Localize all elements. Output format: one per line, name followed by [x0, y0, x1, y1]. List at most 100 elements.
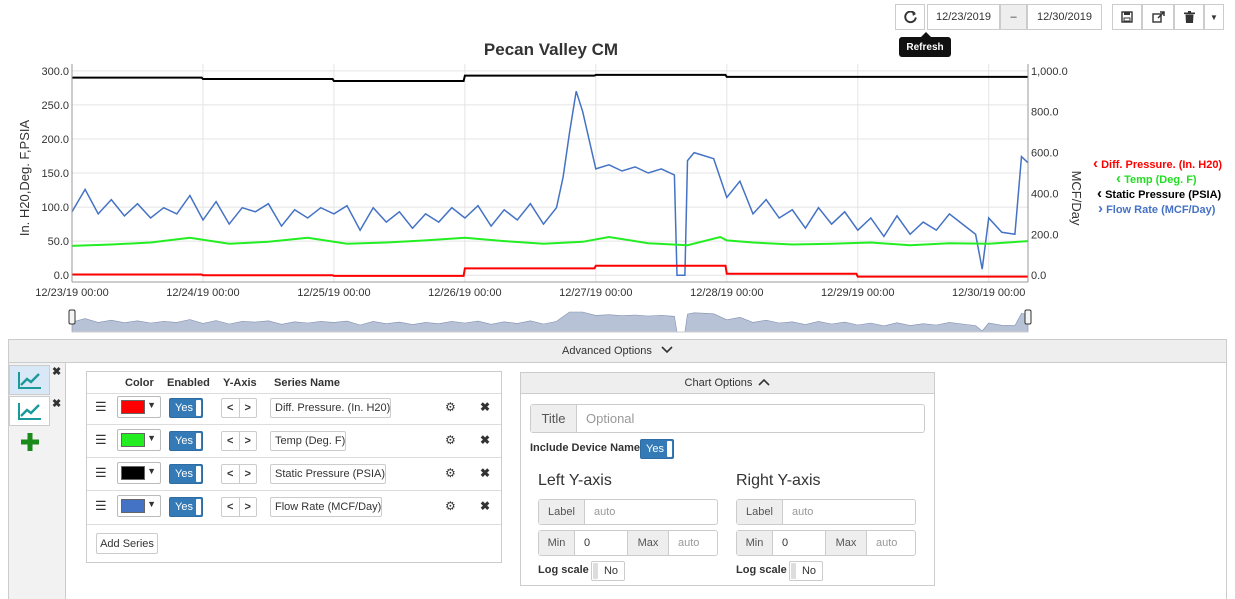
- caret-down-icon: ▼: [147, 499, 156, 509]
- y-tick-label: 300.0: [41, 66, 69, 78]
- y2-tick-label: 200.0: [1031, 229, 1059, 241]
- remove-series-icon[interactable]: ✖: [480, 499, 491, 513]
- chevron-left-icon[interactable]: <: [222, 498, 240, 516]
- yaxis-switch[interactable]: < >: [221, 497, 257, 517]
- yaxis-switch[interactable]: < >: [221, 398, 257, 418]
- gear-icon[interactable]: ⚙: [445, 400, 456, 414]
- left-axis-label-input[interactable]: auto: [594, 506, 616, 518]
- add-chart-button[interactable]: [9, 427, 50, 457]
- drag-handle-icon[interactable]: ☰: [95, 465, 107, 480]
- y2-tick-label: 0.0: [1031, 270, 1046, 282]
- right-axis-label-input[interactable]: auto: [792, 506, 814, 518]
- chart-title-input[interactable]: Optional: [586, 411, 635, 426]
- right-axis-label-group: Label auto: [736, 499, 916, 525]
- navigator-handle[interactable]: [1024, 309, 1032, 325]
- color-picker[interactable]: ▼: [117, 462, 161, 484]
- remove-series-icon[interactable]: ✖: [480, 400, 491, 414]
- yaxis-switch[interactable]: < >: [221, 464, 257, 484]
- color-swatch: [121, 433, 145, 447]
- chart-grid: [71, 64, 1028, 282]
- right-axis-max-input[interactable]: auto: [876, 537, 898, 549]
- enabled-toggle[interactable]: Yes: [169, 398, 203, 418]
- include-device-name-toggle[interactable]: Yes: [640, 439, 674, 459]
- enabled-column-header: Enabled: [167, 377, 210, 389]
- close-tab-1-icon[interactable]: ✖: [52, 366, 62, 378]
- row-divider: [87, 490, 501, 491]
- remove-series-icon[interactable]: ✖: [480, 466, 491, 480]
- color-picker[interactable]: ▼: [117, 429, 161, 451]
- chart-tab-1[interactable]: [9, 365, 50, 395]
- add-series-button[interactable]: Add Series: [96, 533, 158, 554]
- advanced-options-toggle[interactable]: Advanced Options: [8, 339, 1227, 363]
- legend-item[interactable]: ‹ Static Pressure (PSIA): [1097, 185, 1221, 202]
- series-name-column-header: Series Name: [274, 377, 341, 389]
- left-axis-minmax-group: Min 0 Max auto: [538, 530, 718, 556]
- start-date-input[interactable]: 12/23/2019: [927, 4, 1000, 30]
- legend-label: Diff. Pressure. (In. H20): [1101, 159, 1223, 171]
- y-tick-label: 100.0: [41, 202, 69, 214]
- range-navigator[interactable]: [68, 309, 1032, 333]
- caret-down-icon: ▼: [1210, 12, 1218, 22]
- delete-button[interactable]: [1174, 4, 1204, 30]
- chart-tab-2[interactable]: [9, 396, 50, 426]
- plus-icon: [20, 433, 39, 451]
- remove-series-icon[interactable]: ✖: [480, 433, 491, 447]
- series-name-input[interactable]: Diff. Pressure. (In. H20): [270, 398, 392, 418]
- x-tick-label: 12/29/19 00:00: [821, 287, 894, 299]
- navigator-handle[interactable]: [68, 309, 76, 325]
- chevron-right-icon[interactable]: >: [244, 468, 251, 480]
- enabled-toggle[interactable]: Yes: [169, 497, 203, 517]
- right-axis-log-toggle[interactable]: No: [789, 561, 823, 581]
- enabled-toggle[interactable]: Yes: [169, 431, 203, 451]
- legend-item[interactable]: › Flow Rate (MCF/Day): [1098, 200, 1215, 217]
- y-tick-label: 0.0: [54, 270, 69, 282]
- y2-tick-label: 800.0: [1031, 107, 1059, 119]
- legend-label: Temp (Deg. F): [1124, 174, 1197, 186]
- left-axis-heading: Left Y-axis: [538, 472, 612, 489]
- left-axis-log-toggle[interactable]: No: [591, 561, 625, 581]
- legend-item[interactable]: ‹ Temp (Deg. F): [1116, 170, 1197, 187]
- gear-icon[interactable]: ⚙: [445, 433, 456, 447]
- enabled-toggle[interactable]: Yes: [169, 464, 203, 484]
- gear-icon[interactable]: ⚙: [445, 499, 456, 513]
- legend-item[interactable]: ‹ Diff. Pressure. (In. H20): [1093, 155, 1222, 172]
- color-picker[interactable]: ▼: [117, 495, 161, 517]
- chart-options-toggle[interactable]: Chart Options: [520, 372, 935, 394]
- caret-down-icon: ▼: [147, 433, 156, 443]
- chart-series: [71, 73, 1029, 278]
- advanced-options-panel: [8, 363, 1227, 599]
- drag-handle-icon[interactable]: ☰: [95, 498, 107, 513]
- row-divider: [87, 457, 501, 458]
- end-date-input[interactable]: 12/30/2019: [1027, 4, 1102, 30]
- chevron-left-icon[interactable]: <: [222, 399, 240, 417]
- chevron-right-icon[interactable]: >: [244, 501, 251, 513]
- chevron-left-icon[interactable]: <: [222, 465, 240, 483]
- drag-handle-icon[interactable]: ☰: [95, 399, 107, 414]
- title-addon: Title: [531, 405, 577, 432]
- left-axis-min-input[interactable]: 0: [584, 537, 591, 549]
- chevron-right-icon[interactable]: >: [244, 402, 251, 414]
- series-line: [72, 73, 1028, 82]
- open-external-button[interactable]: [1142, 4, 1174, 30]
- series-line: [72, 264, 1028, 278]
- close-tab-2-icon[interactable]: ✖: [52, 398, 62, 410]
- series-name-input[interactable]: Temp (Deg. F): [270, 431, 347, 451]
- series-name-input[interactable]: Flow Rate (MCF/Day): [270, 497, 383, 517]
- chevron-left-icon[interactable]: <: [222, 432, 240, 450]
- yaxis-column-header: Y-Axis: [223, 377, 257, 389]
- y-tick-label: 250.0: [41, 100, 69, 112]
- color-swatch: [121, 466, 145, 480]
- yaxis-switch[interactable]: < >: [221, 431, 257, 451]
- series-name-input[interactable]: Static Pressure (PSIA): [270, 464, 387, 484]
- drag-handle-icon[interactable]: ☰: [95, 432, 107, 447]
- line-chart: Pecan Valley CM 0.0 50.0 100.0 150.0 200.0 25…: [17, 40, 1084, 333]
- left-axis-max-input[interactable]: auto: [678, 537, 700, 549]
- more-dropdown-button[interactable]: ▼: [1204, 4, 1224, 30]
- refresh-button[interactable]: [895, 4, 925, 30]
- save-button[interactable]: [1112, 4, 1142, 30]
- chevron-right-icon[interactable]: >: [244, 435, 251, 447]
- gear-icon[interactable]: ⚙: [445, 466, 456, 480]
- color-picker[interactable]: ▼: [117, 396, 161, 418]
- right-axis-max-addon: Max: [825, 531, 867, 555]
- right-axis-min-input[interactable]: 0: [782, 537, 789, 549]
